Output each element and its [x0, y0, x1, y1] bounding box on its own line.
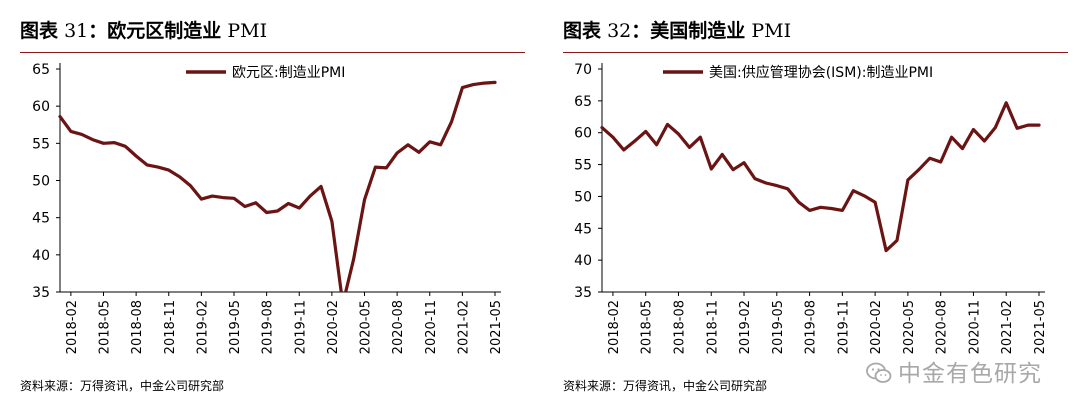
x-tick-label: 2020-08	[391, 300, 406, 354]
x-tick-label: 2021-02	[456, 300, 471, 354]
x-tick-label: 2018-02	[607, 300, 622, 354]
x-tick-label: 2019-11	[293, 300, 308, 354]
y-tick-label: 45	[574, 221, 592, 237]
eurozone-pmi-chart: 35 40 45 50 55 60 65 2018-02 2018-05 2018-08 2018-…	[0, 56, 535, 386]
x-tick-label: 2018-08	[672, 300, 687, 354]
figure-label: 图表	[563, 20, 602, 42]
x-tick-label: 2019-08	[804, 300, 819, 354]
legend: 欧元区:制造业PMI	[186, 65, 345, 81]
x-tick-label: 2020-05	[902, 300, 917, 354]
legend-label: 美国:供应管理协会(ISM):制造业PMI	[709, 64, 933, 81]
y-tick-label: 35	[32, 285, 50, 301]
title-divider	[563, 52, 1068, 53]
y-tick-label: 60	[32, 99, 50, 115]
figure-label: 图表	[20, 20, 59, 42]
x-tick-label: 2020-11	[967, 300, 982, 354]
y-tick-label: 55	[574, 158, 592, 174]
figure-suffix: PMI	[751, 20, 792, 42]
panel-eurozone: 图表 31：欧元区制造业 PMI 35 40 45 50 55 60 65 2018-02 20…	[0, 0, 535, 415]
chart-svg: 35 40 45 50 55 60 65 70 2018-02 2018-05 2018-08 201…	[574, 62, 1048, 354]
y-tick-label: 55	[32, 136, 50, 152]
x-tick-label: 2020-05	[359, 300, 374, 354]
x-tick-label: 2020-08	[935, 300, 950, 354]
x-tick-label: 2020-02	[869, 300, 884, 354]
x-tick-label: 2020-02	[326, 300, 341, 354]
y-tick-label: 35	[574, 285, 592, 301]
watermark-text: 中金有色研究	[898, 361, 1042, 387]
y-tick-label: 50	[574, 189, 592, 205]
wechat-icon	[866, 362, 892, 384]
y-tick-label: 50	[32, 174, 50, 190]
series-line	[58, 80, 497, 292]
x-tick-label: 2018-08	[130, 300, 145, 354]
legend: 美国:供应管理协会(ISM):制造业PMI	[663, 64, 933, 81]
x-tick-label: 2018-11	[163, 300, 178, 354]
x-tick-label: 2021-02	[1000, 300, 1015, 354]
x-tick-label: 2021-05	[1033, 300, 1048, 354]
x-tick-label: 2019-05	[228, 300, 243, 354]
source-note: 资料来源：万得资讯，中金公司研究部	[20, 379, 225, 393]
figure-separator: ：	[631, 20, 651, 42]
x-tick-label: 2020-11	[424, 300, 439, 354]
source-note: 资料来源：万得资讯，中金公司研究部	[563, 379, 768, 393]
figure-title: 图表 31：欧元区制造业 PMI	[20, 16, 267, 43]
x-tick-label: 2018-05	[98, 300, 113, 354]
x-tick-label: 2019-02	[738, 300, 753, 354]
y-tick-label: 40	[574, 253, 592, 269]
figure-title: 图表 32：美国制造业 PMI	[563, 16, 791, 43]
watermark: 中金有色研究	[866, 354, 1042, 388]
x-tick-label: 2019-11	[836, 300, 851, 354]
y-tick-label: 40	[32, 248, 50, 264]
x-tick-label: 2018-02	[65, 300, 80, 354]
figure-name: 欧元区制造业	[107, 20, 222, 42]
y-tick-label: 45	[32, 211, 50, 227]
x-tick-label: 2018-11	[705, 300, 720, 354]
series-line	[600, 101, 1041, 253]
y-tick-label: 70	[574, 62, 592, 78]
figure-separator: ：	[88, 20, 108, 42]
x-tick-label: 2021-05	[489, 300, 504, 354]
x-tick-label: 2019-02	[195, 300, 210, 354]
figure-number: 32	[607, 20, 632, 42]
x-tick-label: 2019-05	[771, 300, 786, 354]
y-tick-label: 65	[32, 62, 50, 78]
x-tick-label: 2019-08	[261, 300, 276, 354]
us-ism-pmi-chart: 35 40 45 50 55 60 65 70 2018-02 2018-05 2018-08 201…	[543, 56, 1078, 386]
y-tick-label: 60	[574, 126, 592, 142]
legend-label: 欧元区:制造业PMI	[232, 65, 345, 81]
figure-name: 美国制造业	[650, 20, 746, 42]
y-tick-label: 65	[574, 94, 592, 110]
figure-number: 31	[64, 20, 89, 42]
chart-svg: 35 40 45 50 55 60 65 2018-02 2018-05 2018-08 2018-…	[32, 62, 504, 354]
panel-us: 图表 32：美国制造业 PMI 35 40 45 50 55 60 65 70 2018-02 2…	[543, 0, 1078, 415]
figure-suffix: PMI	[227, 20, 268, 42]
title-divider	[20, 52, 525, 53]
x-tick-label: 2018-05	[640, 300, 655, 354]
